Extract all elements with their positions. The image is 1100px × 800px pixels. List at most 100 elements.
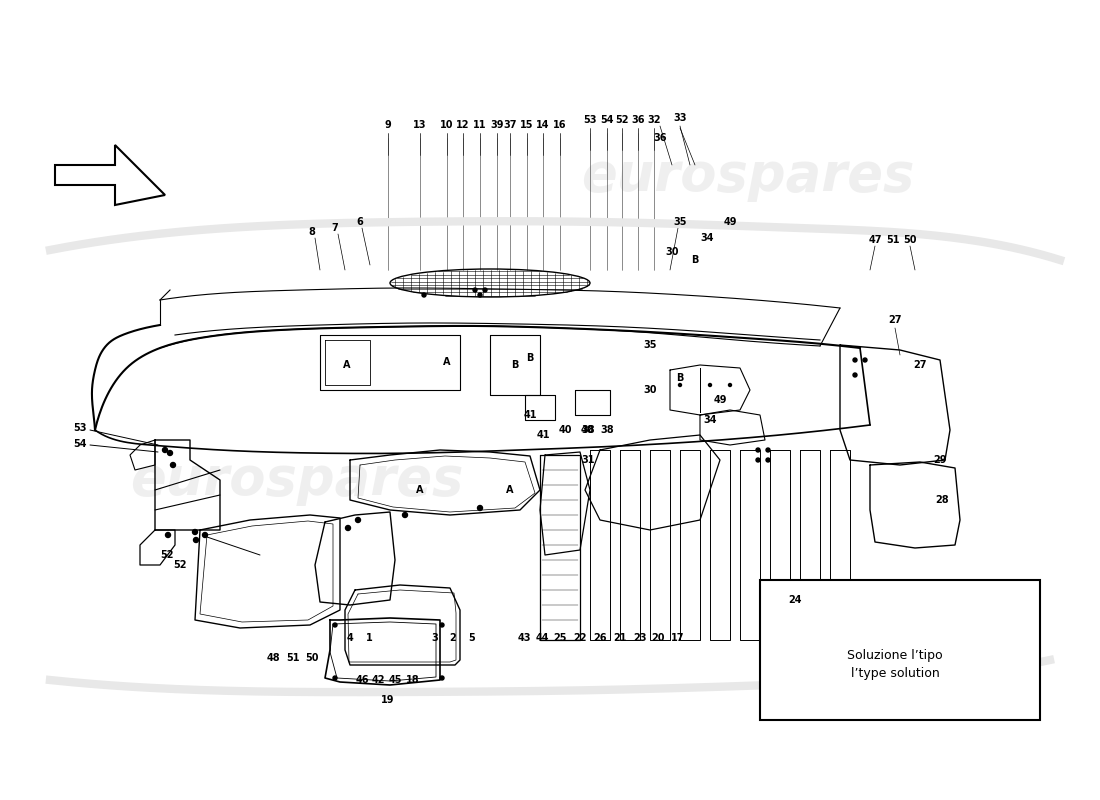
Text: 14: 14 [537, 120, 550, 130]
Text: 21: 21 [614, 633, 627, 643]
Circle shape [756, 458, 760, 462]
Text: 53: 53 [74, 423, 87, 433]
Text: 51: 51 [887, 235, 900, 245]
Text: 28: 28 [935, 495, 949, 505]
Text: 31: 31 [581, 455, 595, 465]
Text: 30: 30 [666, 247, 679, 257]
Text: 42: 42 [372, 675, 385, 685]
Circle shape [440, 623, 444, 627]
Circle shape [852, 358, 857, 362]
Text: 9: 9 [385, 120, 392, 130]
Text: 50: 50 [903, 235, 916, 245]
Text: 19: 19 [382, 695, 395, 705]
Text: 26: 26 [593, 633, 607, 643]
Text: 44: 44 [536, 633, 549, 643]
Text: 34: 34 [701, 233, 714, 243]
FancyBboxPatch shape [760, 580, 1040, 720]
Text: 11: 11 [473, 120, 486, 130]
Text: 13: 13 [414, 120, 427, 130]
Text: 36: 36 [653, 133, 667, 143]
Circle shape [864, 358, 867, 362]
Text: 1: 1 [365, 633, 373, 643]
Text: Soluzione l’tipo: Soluzione l’tipo [847, 650, 943, 662]
Text: 53: 53 [583, 115, 596, 125]
Text: A: A [416, 485, 424, 495]
Text: 41: 41 [524, 410, 537, 420]
Text: 29: 29 [933, 455, 947, 465]
Circle shape [766, 458, 770, 462]
Circle shape [170, 462, 176, 467]
Text: A: A [443, 357, 451, 367]
Text: 12: 12 [456, 120, 470, 130]
Circle shape [817, 597, 823, 603]
Circle shape [473, 288, 477, 292]
Circle shape [333, 676, 337, 680]
Circle shape [333, 623, 337, 627]
Text: 24: 24 [789, 595, 802, 605]
Circle shape [679, 383, 682, 386]
Text: 22: 22 [573, 633, 586, 643]
Text: 3: 3 [431, 633, 439, 643]
Text: 7: 7 [331, 223, 339, 233]
Text: 41: 41 [537, 430, 550, 440]
Text: eurospares: eurospares [581, 150, 915, 202]
Text: 54: 54 [601, 115, 614, 125]
Text: 27: 27 [889, 315, 902, 325]
Text: 50: 50 [306, 653, 319, 663]
Text: 35: 35 [673, 217, 686, 227]
Text: 40: 40 [558, 425, 572, 435]
Text: 52: 52 [615, 115, 629, 125]
Text: 39: 39 [491, 120, 504, 130]
Text: B: B [691, 255, 698, 265]
Text: 49: 49 [724, 217, 737, 227]
Circle shape [163, 447, 167, 453]
Text: 36: 36 [631, 115, 645, 125]
Text: eurospares: eurospares [130, 454, 464, 506]
Text: l’type solution: l’type solution [850, 666, 939, 679]
Text: 52: 52 [161, 550, 174, 560]
Circle shape [345, 526, 351, 530]
Circle shape [167, 450, 173, 455]
Text: 32: 32 [647, 115, 661, 125]
Circle shape [483, 288, 487, 292]
Text: 5: 5 [469, 633, 475, 643]
Circle shape [817, 615, 823, 621]
Text: B: B [676, 373, 684, 383]
Circle shape [194, 538, 198, 542]
Text: 43: 43 [517, 633, 530, 643]
Circle shape [766, 448, 770, 452]
Circle shape [756, 448, 760, 452]
Circle shape [852, 373, 857, 377]
Circle shape [165, 533, 170, 538]
Text: 27: 27 [913, 360, 926, 370]
Text: 18: 18 [406, 675, 420, 685]
Text: A: A [506, 485, 514, 495]
Text: 6: 6 [356, 217, 363, 227]
Text: 17: 17 [671, 633, 684, 643]
Circle shape [708, 383, 712, 386]
Text: 48: 48 [266, 653, 279, 663]
Text: 23: 23 [634, 633, 647, 643]
Text: 15: 15 [520, 120, 534, 130]
Circle shape [202, 533, 208, 538]
Text: 40: 40 [581, 425, 594, 435]
Circle shape [477, 506, 483, 510]
Text: 35: 35 [644, 340, 657, 350]
Text: 45: 45 [388, 675, 401, 685]
Text: 37: 37 [504, 120, 517, 130]
Text: B: B [512, 360, 519, 370]
Text: 2: 2 [450, 633, 456, 643]
Text: 10: 10 [440, 120, 453, 130]
Text: 4: 4 [346, 633, 353, 643]
Text: 16: 16 [553, 120, 566, 130]
Text: A: A [343, 360, 351, 370]
Text: 49: 49 [713, 395, 727, 405]
Text: B: B [526, 353, 534, 363]
Circle shape [192, 530, 198, 534]
Text: 38: 38 [581, 425, 595, 435]
Circle shape [478, 293, 482, 297]
Text: 8: 8 [309, 227, 316, 237]
Text: 30: 30 [644, 385, 657, 395]
Text: 33: 33 [673, 113, 686, 123]
Circle shape [355, 518, 361, 522]
